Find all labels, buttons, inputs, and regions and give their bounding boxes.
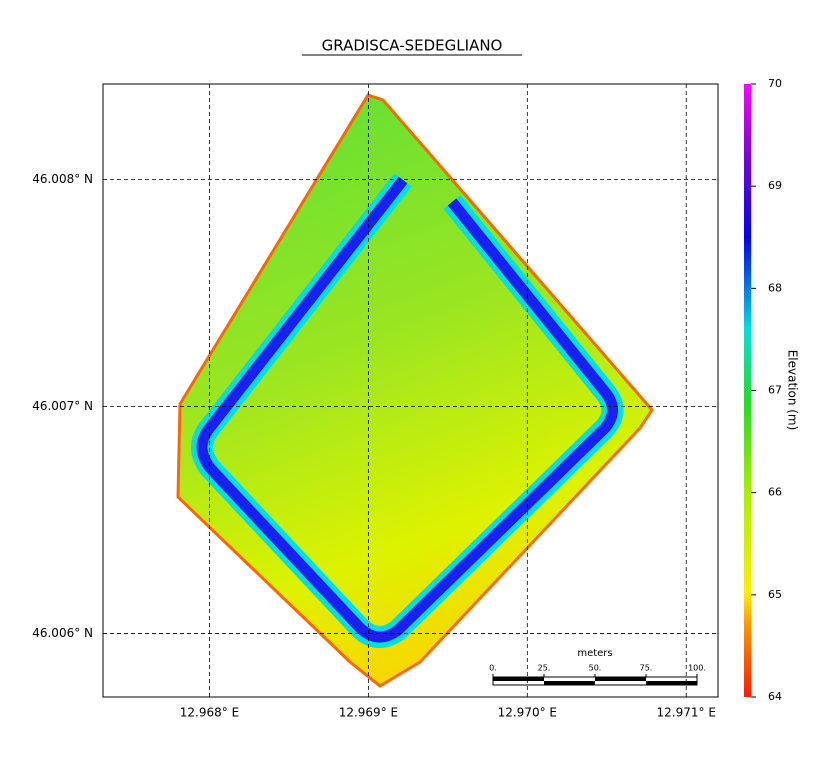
scalebar-label: 25. [538,664,551,673]
terrain [176,93,654,688]
y-tick-label: 46.008° N [32,172,93,186]
scalebar-segment [646,681,697,685]
colorbar-label: Elevation (m) [786,350,800,431]
scalebar-label: 75. [640,664,653,673]
y-tick-label: 46.006° N [32,626,93,640]
colorbar-tick-label: 64 [768,690,782,703]
scalebar-segment [493,677,544,681]
colorbar-tick-label: 68 [768,281,782,294]
y-tick-label: 46.007° N [32,399,93,413]
scalebar-segment [595,677,646,681]
scalebar-unit: meters [577,648,612,659]
title: GRADISCA-SEDEGLIANO [322,37,503,55]
colorbar-tick-label: 69 [768,179,782,192]
x-tick-label: 12.971° E [657,706,716,720]
x-tick-label: 12.970° E [498,706,557,720]
colorbar-tick-label: 66 [768,486,782,499]
scalebar-label: 50. [589,664,602,673]
x-tick-label: 12.968° E [180,706,239,720]
colorbar [744,84,751,697]
scalebar-label: 100. [688,664,706,673]
elevation-surface [176,93,654,688]
x-tick-label: 12.969° E [339,706,398,720]
channel [196,176,618,643]
map-frame [102,83,719,698]
colorbar-tick-label: 65 [768,588,782,601]
scalebar-label: 0. [489,664,497,673]
colorbar-tick-label: 70 [768,77,782,90]
colorbar-tick-label: 67 [768,384,782,397]
scalebar-segment [544,681,595,685]
